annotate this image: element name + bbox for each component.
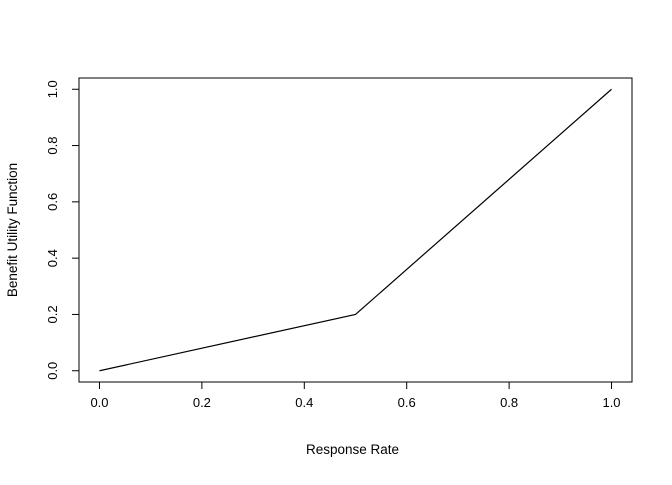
y-axis-ticks: 0.0 0.2 0.4 0.6 0.8 1.0: [45, 80, 79, 380]
plot-border: [78, 77, 633, 383]
x-tick-label: 0.0: [90, 395, 108, 410]
x-tick-label: 1.0: [602, 395, 620, 410]
x-axis-ticks: 0.0 0.2 0.4 0.6 0.8 1.0: [90, 382, 621, 410]
y-tick-label: 0.2: [45, 305, 60, 323]
x-tick-label: 0.2: [193, 395, 211, 410]
x-axis-label: Response Rate: [306, 442, 399, 457]
y-tick-label: 1.0: [45, 80, 60, 98]
y-tick-label: 0.4: [45, 249, 60, 267]
y-tick-label: 0.0: [45, 362, 60, 380]
x-tick-label: 0.8: [500, 395, 518, 410]
x-tick-label: 0.6: [398, 395, 416, 410]
y-axis-label: Benefit Utility Function: [5, 163, 20, 297]
y-tick-label: 0.6: [45, 193, 60, 211]
y-tick-label: 0.8: [45, 137, 60, 155]
benefit-utility-line: [99, 88, 612, 372]
x-tick-label: 0.4: [295, 395, 313, 410]
